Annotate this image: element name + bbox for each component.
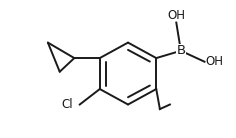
- Text: OH: OH: [167, 9, 185, 22]
- Text: Cl: Cl: [62, 98, 73, 111]
- Text: B: B: [176, 44, 185, 57]
- Text: OH: OH: [205, 55, 223, 68]
